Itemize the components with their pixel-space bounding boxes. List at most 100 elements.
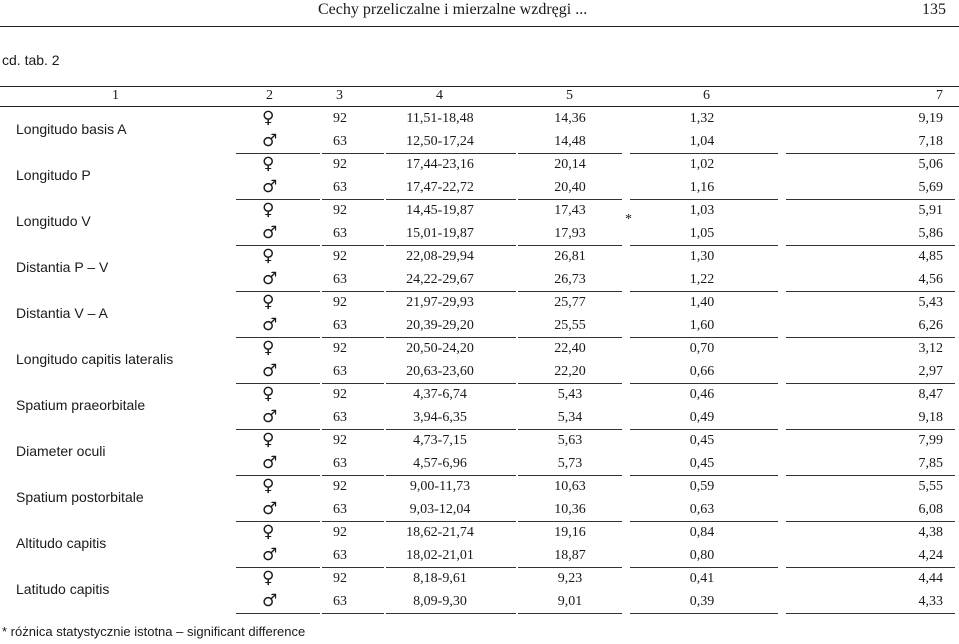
- range-cell: 12,50-17,24: [406, 134, 474, 149]
- table-row-female: ♀ 92 9,00-11,73 10,63 0,59 5,55: [0, 476, 959, 499]
- row-divider: [322, 199, 384, 200]
- trait-name: Altitudo capitis: [16, 535, 107, 551]
- row-divider: [386, 613, 516, 614]
- mean-cell: 5,63: [557, 433, 583, 448]
- sd-cell: 1,60: [689, 318, 715, 333]
- mean-cell: 20,40: [554, 180, 586, 195]
- mean-cell: 10,63: [554, 479, 586, 494]
- trait-name: Longitudo V: [16, 213, 91, 229]
- sample-size-cell: 92: [333, 387, 347, 402]
- table-row-group: Longitudo basis A ♀ 92 11,51-18,48 14,36 1,32…: [0, 108, 959, 154]
- sample-size-cell: 63: [333, 226, 347, 241]
- row-divider: [518, 521, 622, 522]
- row-divider: [630, 429, 778, 430]
- row-divider: [386, 337, 516, 338]
- row-divider: [322, 613, 384, 614]
- sd-cell: 1,02: [689, 157, 715, 172]
- running-title: Cechy przeliczalne i mierzalne wzdręgi .…: [318, 1, 588, 18]
- range-cell: 14,45-19,87: [406, 203, 474, 218]
- sample-size-cell: 92: [333, 571, 347, 586]
- row-divider: [630, 337, 778, 338]
- column-header-5: 5: [566, 88, 573, 103]
- row-divider: [386, 153, 516, 154]
- row-divider: [236, 475, 320, 476]
- row-divider: [630, 521, 778, 522]
- row-divider: [236, 613, 320, 614]
- cv-cell: 8,47: [918, 387, 944, 402]
- column-header-7: 7: [936, 88, 943, 103]
- table-row-male: ♂ 63 4,57-6,96 5,73 0,45 7,85: [0, 453, 959, 476]
- sample-size-cell: 63: [333, 180, 347, 195]
- range-cell: 11,51-18,48: [406, 111, 474, 126]
- sd-cell: 1,04: [689, 134, 715, 149]
- row-divider: [236, 153, 320, 154]
- range-cell: 8,18-9,61: [413, 571, 467, 586]
- row-divider: [518, 337, 622, 338]
- cv-cell: 5,55: [918, 479, 944, 494]
- table-row-male: ♂ 63 15,01-19,87 17,93 1,05 5,86: [0, 223, 959, 246]
- male-symbol-icon: ♂: [262, 361, 278, 381]
- range-cell: 4,73-7,15: [413, 433, 467, 448]
- table-row-group: Longitudo P ♀ 92 17,44-23,16 20,14 1,02 5,06 ♂ 6…: [0, 154, 959, 200]
- mean-cell: 5,73: [557, 456, 583, 471]
- female-symbol-icon: ♀: [262, 384, 275, 404]
- row-divider: [386, 429, 516, 430]
- sd-cell: 1,30: [689, 249, 715, 264]
- row-divider: [630, 613, 778, 614]
- table-row-male: ♂ 63 12,50-17,24 14,48 1,04 7,18: [0, 131, 959, 154]
- table-row-female: ♀ 92 20,50-24,20 22,40 0,70 3,12: [0, 338, 959, 361]
- cv-cell: 6,26: [918, 318, 944, 333]
- row-divider: [630, 153, 778, 154]
- trait-name: Spatium praeorbitale: [16, 397, 146, 413]
- trait-name: Longitudo capitis lateralis: [16, 351, 174, 367]
- row-divider: [518, 567, 622, 568]
- column-header-3: 3: [336, 88, 343, 103]
- mean-cell: 22,20: [554, 364, 586, 379]
- cv-cell: 4,56: [918, 272, 944, 287]
- table-caption: cd. tab. 2: [2, 52, 60, 68]
- column-header-4: 4: [436, 88, 443, 103]
- row-divider: [630, 245, 778, 246]
- row-divider: [518, 475, 622, 476]
- row-divider: [786, 429, 955, 430]
- sample-size-cell: 92: [333, 203, 347, 218]
- row-divider: [518, 429, 622, 430]
- table-row-female: ♀ 92 17,44-23,16 20,14 1,02 5,06: [0, 154, 959, 177]
- mean-cell: 9,23: [557, 571, 583, 586]
- mean-cell: 25,77: [554, 295, 586, 310]
- row-divider: [786, 567, 955, 568]
- range-cell: 18,02-21,01: [406, 548, 474, 563]
- sample-size-cell: 92: [333, 111, 347, 126]
- row-divider: [786, 245, 955, 246]
- trait-name: Diameter oculi: [16, 443, 106, 459]
- male-symbol-icon: ♂: [262, 177, 278, 197]
- mean-cell: 20,14: [554, 157, 586, 172]
- row-divider: [322, 521, 384, 522]
- female-symbol-icon: ♀: [262, 430, 275, 450]
- range-cell: 21,97-29,93: [406, 295, 474, 310]
- sample-size-cell: 92: [333, 249, 347, 264]
- sample-size-cell: 92: [333, 479, 347, 494]
- sd-cell: 0,45: [689, 456, 715, 471]
- table-row-male: ♂ 63 20,63-23,60 22,20 0,66 2,97: [0, 361, 959, 384]
- table-row-group: Altitudo capitis ♀ 92 18,62-21,74 19,16 0,84 4…: [0, 522, 959, 568]
- row-divider: [236, 567, 320, 568]
- row-divider: [236, 245, 320, 246]
- sample-size-cell: 63: [333, 502, 347, 517]
- row-divider: [322, 245, 384, 246]
- range-cell: 8,09-9,30: [413, 594, 467, 609]
- sd-cell: 0,49: [689, 410, 715, 425]
- cv-cell: 5,06: [918, 157, 944, 172]
- cv-cell: 5,43: [918, 295, 944, 310]
- trait-name: Longitudo P: [16, 167, 91, 183]
- female-symbol-icon: ♀: [262, 108, 275, 128]
- male-symbol-icon: ♂: [262, 499, 278, 519]
- sd-cell: 0,59: [689, 479, 715, 494]
- row-divider: [518, 245, 622, 246]
- sample-size-cell: 63: [333, 456, 347, 471]
- sample-size-cell: 92: [333, 525, 347, 540]
- table-row-group: Distantia P – V ♀ 92 22,08-29,94 26,81 1,30 4,…: [0, 246, 959, 292]
- row-divider: [786, 613, 955, 614]
- trait-name: Distantia V – A: [16, 305, 108, 321]
- cv-cell: 7,18: [918, 134, 944, 149]
